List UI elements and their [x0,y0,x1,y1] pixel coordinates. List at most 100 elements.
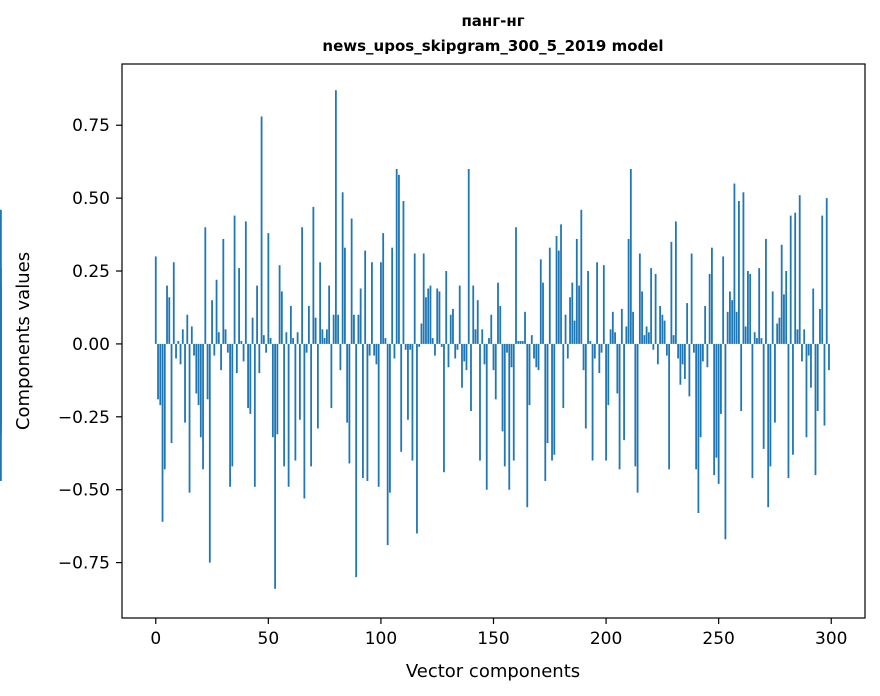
bar-72 [316,343,319,429]
x-tick-label: 100 [365,629,397,649]
bar-61 [292,338,295,344]
bar-22 [204,227,207,344]
bar-156 [506,343,508,353]
bar-37 [238,268,240,344]
bar-273 [769,343,772,467]
bar-210 [627,238,630,344]
bar-91 [359,288,362,344]
bar-85 [346,343,349,423]
bar-97 [373,343,376,356]
bar-204 [614,332,616,344]
bar-268 [758,268,761,344]
bar-84 [344,247,346,344]
bar-105 [391,247,394,344]
bar-126 [438,291,441,344]
bar-228 [668,343,671,470]
y-tick-label: −0.25 [58,408,110,428]
bar-101 [382,233,385,344]
bar-130 [447,343,450,368]
bar-242 [699,343,702,438]
bar-56 [280,291,283,344]
bar-298 [825,198,828,344]
bar-153 [499,306,502,344]
bar-31 [224,329,227,344]
bar-255 [729,291,731,344]
x-tick-label: 50 [258,629,280,649]
bar-111 [404,343,407,350]
bar-109 [400,343,403,452]
bar-123 [431,338,434,344]
bar-20 [199,343,202,438]
bar-252 [722,256,725,344]
bar-undefined [0,343,2,426]
bars-group [0,90,830,589]
bar-249 [715,343,718,458]
bar-68 [307,306,310,344]
bar-276 [776,323,779,344]
bar-142 [474,329,477,344]
y-tick-label: −0.50 [58,481,110,501]
bar-233 [679,343,682,385]
bar-198 [600,343,603,353]
bar-12 [181,329,184,344]
bar-148 [488,338,490,344]
bar-62 [294,343,297,461]
bar-103 [386,343,389,546]
bar-83 [341,192,344,344]
bar-167 [530,335,533,344]
bar-214 [636,343,639,493]
bar-293 [814,343,817,476]
bar-232 [677,343,680,359]
bar-187 [575,238,578,344]
bar-132 [452,308,454,344]
bar-221 [652,343,655,350]
bar-200 [605,343,607,461]
x-axis-ticks: 0 50 100 150 200 250 300 [150,618,847,649]
bar-212 [632,311,634,344]
bar-115 [413,253,416,344]
bar-263 [747,271,749,344]
bar-71 [314,317,317,344]
bar-164 [524,311,526,344]
bar-253 [724,343,727,540]
bar-278 [780,244,783,344]
bar-undefined [0,268,2,344]
bar-42 [249,343,252,414]
bar-63 [296,332,299,344]
bar-102 [384,338,387,344]
bar-14 [186,314,189,344]
bar-52 [271,343,274,438]
bar-140 [470,343,472,411]
bar-49 [265,343,267,353]
bar-213 [634,343,637,467]
bar-251 [720,343,722,414]
bar-171 [539,259,542,344]
bar-136 [461,343,463,388]
bar-120 [425,297,427,344]
y-axis-ticks: −0.75 −0.50 −0.25 0.00 0.25 0.50 0.75 [58,116,122,574]
bar-134 [456,343,459,350]
bar-219 [647,332,650,344]
bar-74 [321,329,324,344]
bar-81 [337,314,340,344]
bar-69 [310,343,313,467]
bar-201 [607,343,610,406]
bar-189 [580,209,583,344]
y-tick-label: −0.75 [58,554,110,574]
bar-58 [285,332,288,344]
bar-197 [598,343,601,374]
bar-280 [785,271,788,344]
bar-92 [362,343,364,479]
bar-141 [472,285,475,344]
bar-89 [355,343,358,578]
bar-227 [665,343,668,356]
bar-279 [783,294,785,344]
bar-288 [803,329,806,344]
bar-121 [427,288,430,344]
bar-265 [751,343,754,479]
bar-138 [465,343,468,371]
y-tick-label: 0.00 [72,335,110,355]
bar-222 [654,273,657,344]
y-tick-label: 0.50 [72,189,110,209]
